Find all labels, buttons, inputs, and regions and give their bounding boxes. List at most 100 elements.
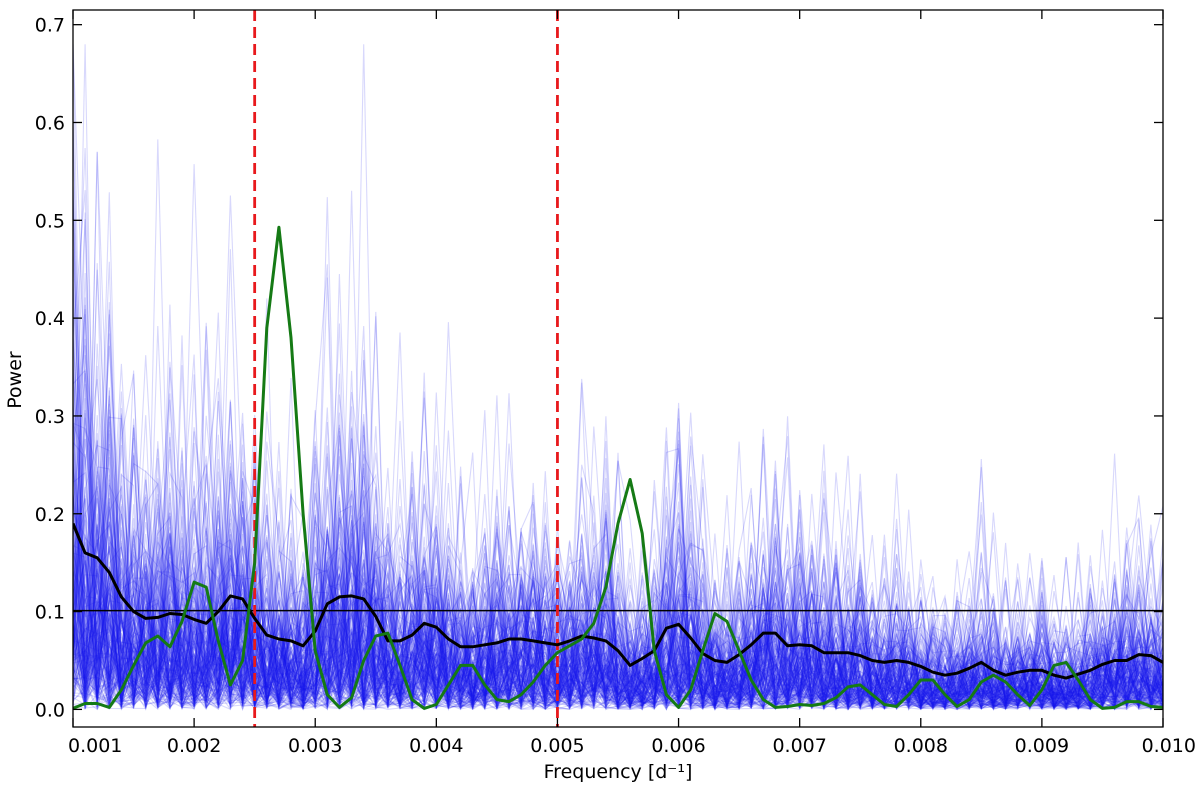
simulated-periodogram: [73, 512, 1163, 711]
y-axis-label: Power: [4, 351, 26, 409]
simulated-periodogram: [73, 413, 1163, 710]
simulated-periodogram: [73, 426, 1163, 711]
simulated-periodogram: [73, 442, 1163, 710]
simulated-periodogram: [73, 437, 1163, 710]
simulated-periodogram: [73, 402, 1163, 710]
simulated-periodogram: [73, 430, 1163, 710]
simulated-periodogram: [73, 542, 1163, 711]
simulated-periodogram: [73, 411, 1163, 711]
simulated-periodogram: [73, 248, 1163, 711]
simulated-periodogram: [73, 190, 1163, 712]
simulated-periodogram: [73, 409, 1163, 711]
simulated-periodograms: [73, 44, 1163, 712]
simulated-periodogram: [73, 338, 1163, 709]
x-tick-label: 0.010: [1142, 735, 1196, 757]
simulated-periodogram: [73, 219, 1163, 710]
simulated-periodogram: [73, 475, 1163, 710]
simulated-periodogram: [73, 492, 1163, 711]
simulated-periodogram: [73, 440, 1163, 711]
y-tick-label: 0.3: [35, 406, 65, 428]
reference-lines: [73, 10, 1163, 727]
y-tick-label: 0.1: [35, 602, 65, 624]
simulated-periodogram: [73, 470, 1163, 710]
simulated-periodogram: [73, 488, 1163, 710]
x-tick-label: 0.001: [68, 735, 122, 757]
simulated-periodogram: [73, 495, 1163, 710]
simulated-periodogram: [73, 428, 1163, 711]
simulated-periodogram: [73, 485, 1163, 710]
simulated-periodogram: [73, 415, 1163, 709]
plot-frame: [72, 9, 1164, 728]
simulated-periodogram: [73, 329, 1163, 710]
simulated-periodogram: [73, 497, 1163, 711]
simulated-periodogram: [73, 498, 1163, 711]
simulated-periodogram: [73, 521, 1163, 711]
x-tick-label: 0.009: [1015, 735, 1069, 757]
simulated-periodogram: [73, 373, 1163, 712]
simulated-periodogram: [73, 535, 1163, 709]
simulated-periodogram: [73, 421, 1163, 711]
simulated-periodogram: [73, 264, 1163, 710]
simulated-periodogram: [73, 448, 1163, 711]
simulated-periodogram: [73, 398, 1163, 712]
simulated-periodogram: [73, 393, 1163, 709]
x-tick-label: 0.008: [894, 735, 948, 757]
simulated-periodogram: [73, 413, 1163, 711]
simulated-periodogram: [73, 411, 1163, 711]
simulated-periodogram: [73, 455, 1163, 710]
observed-line: [73, 225, 1163, 710]
simulated-periodogram: [73, 417, 1163, 710]
y-axis-ticks: 0.0 0.1 0.2 0.3 0.4 0.5 0.6 0.7: [35, 15, 1163, 721]
simulated-periodogram: [73, 494, 1163, 710]
simulated-periodogram: [73, 510, 1163, 712]
simulated-periodogram: [73, 373, 1163, 711]
simulated-periodogram: [73, 249, 1163, 710]
simulated-periodogram: [73, 426, 1163, 709]
simulated-periodogram: [73, 444, 1163, 710]
median-line: [73, 522, 1163, 680]
simulated-periodogram: [73, 378, 1163, 711]
simulated-periodogram: [73, 464, 1163, 710]
simulated-periodogram: [73, 369, 1163, 710]
simulated-periodogram: [73, 152, 1163, 710]
simulated-periodogram: [73, 441, 1163, 709]
simulated-periodogram: [73, 471, 1163, 711]
x-tick-label: 0.007: [772, 735, 826, 757]
simulated-periodogram: [73, 466, 1163, 711]
simulated-periodogram: [73, 471, 1163, 711]
simulated-periodogram: [73, 445, 1163, 711]
x-tick-label: 0.002: [167, 735, 221, 757]
simulated-periodogram: [73, 277, 1163, 710]
simulated-periodogram: [73, 455, 1163, 711]
simulated-periodogram: [73, 355, 1163, 710]
simulated-periodogram: [73, 263, 1163, 709]
simulated-periodogram: [73, 478, 1163, 709]
y-tick-label: 0.4: [35, 308, 65, 330]
simulated-periodogram: [73, 199, 1163, 711]
simulated-periodogram: [73, 441, 1163, 711]
simulated-periodogram: [73, 314, 1163, 711]
simulated-periodogram: [73, 353, 1163, 710]
simulated-periodogram: [73, 414, 1163, 711]
simulated-periodogram: [73, 407, 1163, 711]
x-tick-label: 0.003: [288, 735, 342, 757]
simulated-periodogram: [73, 495, 1163, 710]
simulated-periodogram: [73, 410, 1163, 711]
simulated-periodogram: [73, 415, 1163, 711]
simulated-periodogram: [73, 325, 1163, 711]
y-tick-label: 0.2: [35, 504, 65, 526]
simulated-periodogram: [73, 314, 1163, 710]
series-lines: [73, 225, 1163, 710]
simulated-periodogram: [73, 440, 1163, 711]
y-tick-label: 0.0: [35, 699, 65, 721]
simulated-periodogram: [73, 493, 1163, 709]
y-tick-label: 0.7: [35, 15, 65, 37]
x-axis-label: Frequency [d⁻¹]: [544, 761, 693, 783]
simulated-periodogram: [73, 335, 1163, 710]
y-tick-label: 0.5: [35, 210, 65, 232]
simulated-periodogram: [73, 498, 1163, 709]
simulated-periodogram: [73, 399, 1163, 710]
simulated-periodogram: [73, 504, 1163, 711]
simulated-periodogram: [73, 332, 1163, 711]
